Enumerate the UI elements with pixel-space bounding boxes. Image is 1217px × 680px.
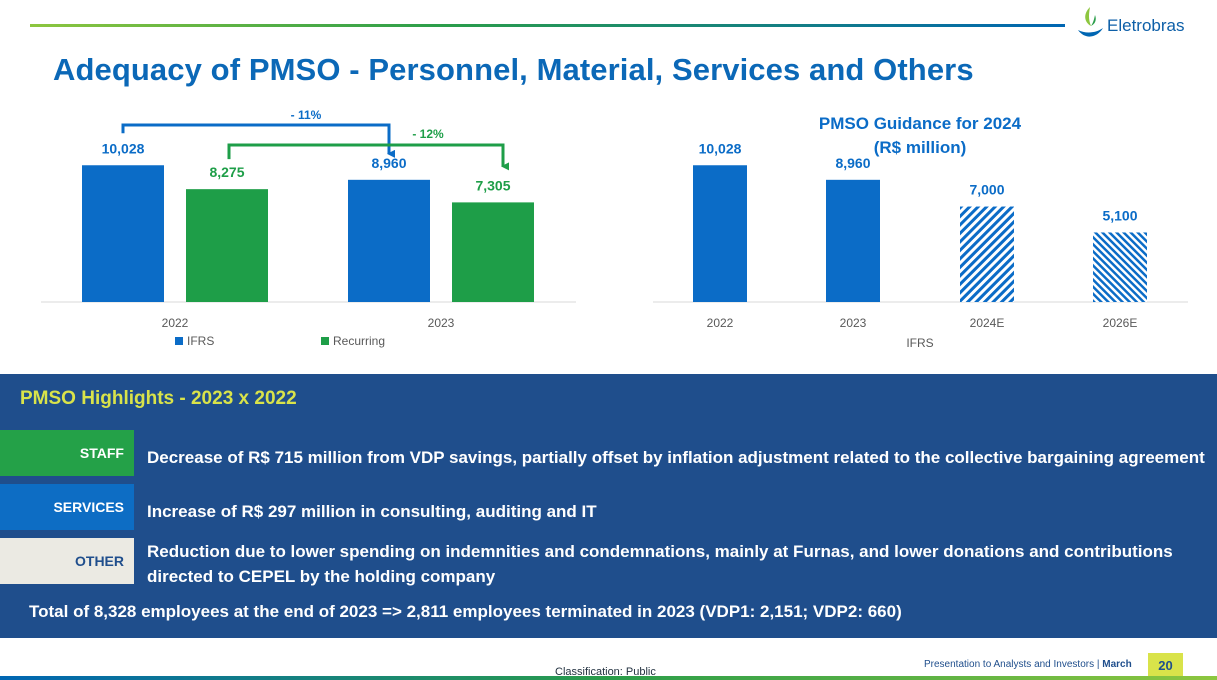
tag-staff: STAFF bbox=[0, 430, 134, 476]
x-tick-label: 2022 bbox=[707, 316, 734, 330]
company-logo: Eletrobras bbox=[1075, 4, 1205, 44]
data-label-recurring-2023: 7,305 bbox=[475, 177, 510, 193]
highlights-title: PMSO Highlights - 2023 x 2022 bbox=[20, 388, 297, 409]
bar-recurring-2023 bbox=[452, 202, 534, 302]
chart-title: PMSO Guidance for 2024 bbox=[819, 114, 1022, 133]
header-divider bbox=[30, 24, 1065, 27]
x-tick-label: 2026E bbox=[1103, 316, 1138, 330]
employees-total-text: Total of 8,328 employees at the end of 2… bbox=[29, 602, 902, 621]
eletrobras-leaf-icon bbox=[1078, 7, 1103, 37]
bar-2022 bbox=[693, 165, 747, 302]
pmso-guidance-chart: PMSO Guidance for 2024 (R$ million) 10,028… bbox=[650, 100, 1195, 355]
bar-2026E bbox=[1093, 232, 1147, 302]
page-number: 20 bbox=[1148, 653, 1183, 677]
recurring-change-arrow bbox=[227, 143, 509, 171]
ifrs-change-label: - 11% bbox=[291, 108, 322, 122]
data-label-2023: 8,960 bbox=[835, 155, 870, 171]
highlight-staff-text: Decrease of R$ 715 million from VDP savi… bbox=[147, 448, 1205, 467]
page-title: Adequacy of PMSO - Personnel, Material, … bbox=[53, 52, 974, 87]
ifrs-change-arrow bbox=[121, 123, 395, 158]
legend-label-ifrs: IFRS bbox=[187, 334, 214, 348]
legend-swatch-ifrs bbox=[175, 337, 183, 345]
bar-2024E bbox=[960, 206, 1014, 302]
data-label-2024E: 7,000 bbox=[969, 182, 1004, 198]
logo-text: Eletrobras bbox=[1107, 16, 1185, 35]
tag-services: SERVICES bbox=[0, 484, 134, 530]
x-tick-label: 2022 bbox=[162, 316, 189, 330]
pmso-comparison-chart: 10,028 8,960 8,275 7,305 2022 2023 - 11% - 12% I… bbox=[38, 100, 583, 355]
bar-recurring-2022 bbox=[186, 189, 268, 302]
bar-ifrs-2023 bbox=[348, 179, 430, 302]
data-label-recurring-2022: 8,275 bbox=[209, 164, 244, 180]
recurring-change-label: - 12% bbox=[412, 127, 444, 141]
footer-divider bbox=[0, 676, 1217, 680]
x-tick-label: 2023 bbox=[428, 316, 455, 330]
classification-label: Classification: Public bbox=[555, 666, 656, 678]
data-label-ifrs-2023: 8,960 bbox=[371, 155, 406, 171]
data-label-2022: 10,028 bbox=[699, 140, 742, 156]
x-axis-title: IFRS bbox=[906, 336, 933, 350]
x-tick-label: 2023 bbox=[840, 316, 867, 330]
presentation-title: Presentation to Analysts and Investors | bbox=[924, 659, 1100, 670]
data-label-2026E: 5,100 bbox=[1102, 207, 1137, 223]
highlight-other-text: Reduction due to lower spending on indem… bbox=[147, 542, 1173, 586]
highlight-services-text: Increase of R$ 297 million in consulting… bbox=[147, 502, 597, 521]
presentation-date: March bbox=[1102, 659, 1132, 670]
legend-swatch-recurring bbox=[321, 337, 329, 345]
highlights-panel: PMSO Highlights - 2023 x 2022 STAFF Decr… bbox=[0, 374, 1217, 638]
bar-ifrs-2022 bbox=[82, 165, 164, 302]
presentation-label: Presentation to Analysts and Investors |… bbox=[924, 659, 1132, 670]
legend-label-recurring: Recurring bbox=[333, 334, 385, 348]
data-label-ifrs-2022: 10,028 bbox=[102, 140, 145, 156]
chart-subtitle: (R$ million) bbox=[874, 138, 967, 157]
x-tick-label: 2024E bbox=[970, 316, 1005, 330]
bar-2023 bbox=[826, 179, 880, 302]
tag-other: OTHER bbox=[0, 538, 134, 584]
